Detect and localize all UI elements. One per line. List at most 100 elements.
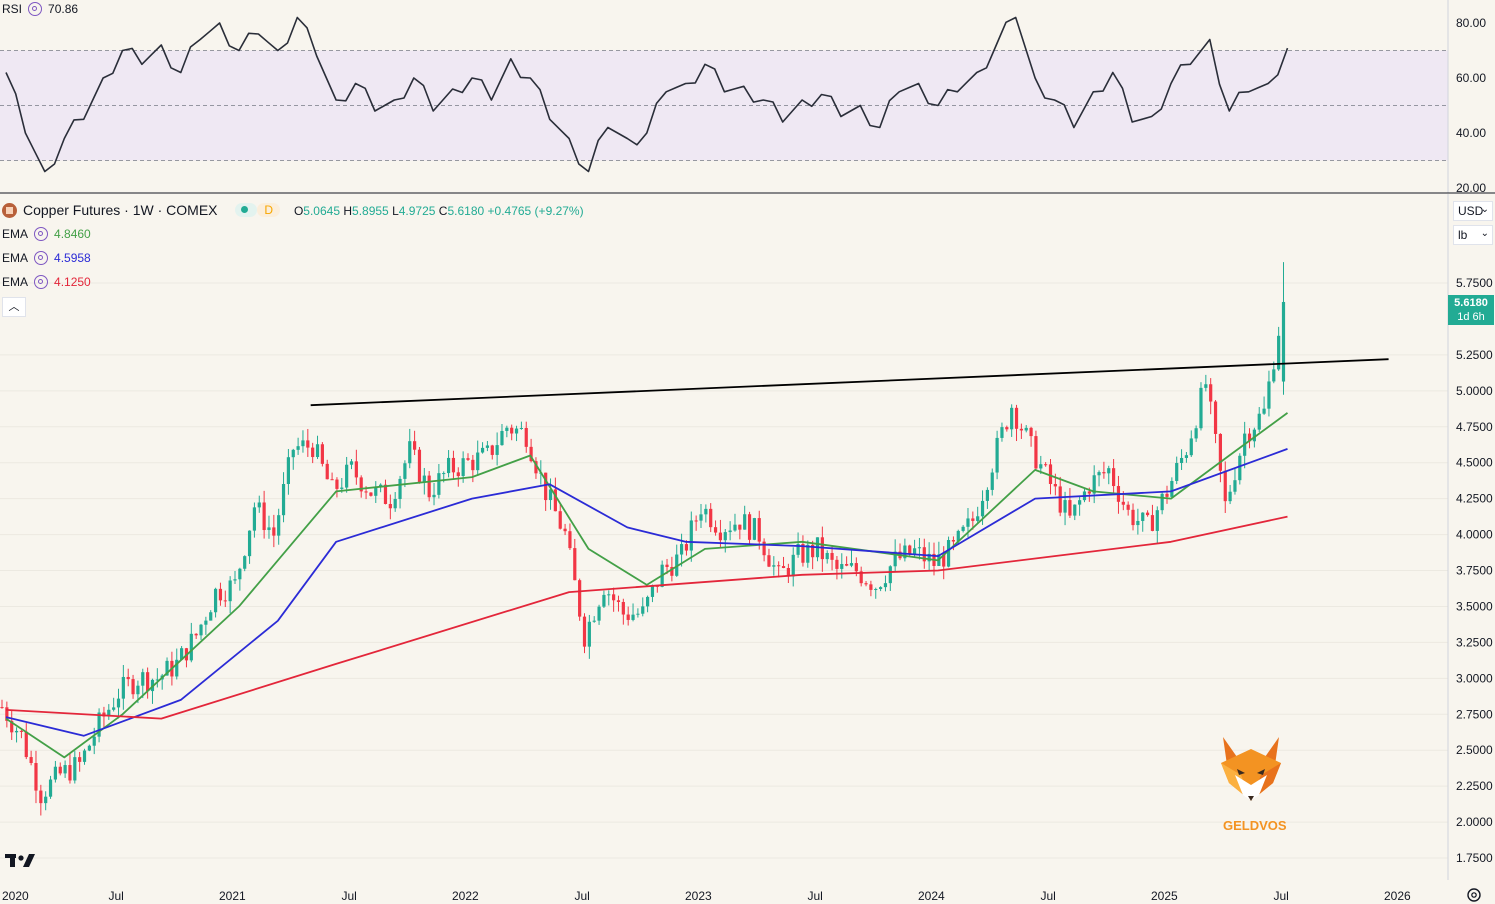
collapse-legend-chevron-up-icon[interactable]: ︿ (2, 297, 26, 317)
candle-body (437, 473, 441, 495)
candle-body (849, 563, 854, 566)
ema-line (5, 448, 1288, 737)
candle-body (835, 559, 839, 569)
trendline-layer[interactable] (310, 358, 1389, 407)
candle-body (825, 552, 829, 560)
unit-select[interactable]: lb ⌄ (1453, 225, 1493, 245)
ema-legend-2[interactable]: EMA 4.5958 (2, 251, 91, 265)
candle-body (1194, 428, 1198, 439)
ema-legend-3[interactable]: EMA 4.1250 (2, 275, 91, 289)
candle-body (354, 461, 358, 478)
candle-body (1121, 501, 1125, 505)
price-tick-label: 2.5000 (1456, 743, 1493, 757)
high-value: 5.8955 (352, 204, 389, 218)
candle-body (131, 679, 135, 695)
candle-body (806, 544, 810, 563)
candle-body (82, 750, 87, 762)
rsi-pane: 80.00 60.00 40.00 20.00 (0, 0, 1486, 195)
candle-body (58, 766, 62, 774)
rsi-label: RSI (2, 2, 23, 16)
candle-body (874, 589, 878, 591)
candle-body (791, 554, 795, 577)
candle-body (1228, 491, 1232, 502)
rsi-source-icon[interactable] (28, 2, 43, 16)
candle-body (48, 779, 53, 797)
tradingview-logo[interactable] (5, 854, 35, 867)
candle-body (1097, 472, 1101, 476)
candle-body (709, 508, 713, 528)
price-tick-label: 1.7500 (1456, 851, 1493, 865)
candle-body (675, 554, 679, 576)
time-tick-label: 2020 (2, 889, 29, 903)
market-status-badge[interactable] (235, 203, 258, 217)
candle-body (146, 672, 150, 692)
candle-body (558, 511, 562, 529)
candle-body (544, 472, 548, 501)
currency-select[interactable]: USD ⌄ (1453, 201, 1493, 221)
candle-body (175, 659, 179, 677)
candle-body (330, 479, 334, 481)
interval-badge[interactable]: D (257, 203, 281, 217)
time-tick-label: Jul (575, 889, 590, 903)
rsi-value: 70.86 (48, 2, 79, 16)
candle-body (320, 444, 324, 464)
resistance-trendline[interactable] (310, 358, 1389, 407)
candle-body (1209, 384, 1213, 402)
candle-body (650, 585, 655, 597)
close-label: C (438, 204, 448, 218)
price-tick-label: 3.5000 (1456, 599, 1493, 613)
candle-body (427, 475, 431, 498)
candle-body (1204, 384, 1208, 388)
candle-body (277, 515, 281, 536)
settings-gear-icon[interactable] (1467, 888, 1481, 902)
ema-source-icon[interactable] (34, 227, 49, 241)
candle-body (553, 489, 557, 512)
candle-body (92, 736, 96, 746)
candle-body (209, 612, 213, 621)
time-tick-label: Jul (342, 889, 357, 903)
candle-body (1058, 486, 1062, 513)
price-tick-label: 4.0000 (1456, 528, 1493, 542)
candle-body (951, 540, 956, 542)
candle-body (840, 564, 844, 569)
ema-value: 4.5958 (54, 251, 91, 265)
candle-body (349, 461, 354, 465)
candle-body (883, 583, 888, 588)
price-tick-label: 3.7500 (1456, 564, 1493, 578)
candle-body (141, 672, 145, 686)
ema-line (5, 515, 1288, 720)
candle-body (670, 566, 674, 576)
ema-legend-1[interactable]: EMA 4.8460 (2, 227, 91, 241)
candle-body (281, 484, 286, 516)
candle-body (364, 491, 368, 493)
time-axis[interactable]: 2020 Jul 2021 Jul 2022 Jul 2023 Jul 2024 Jul 2025 J… (2, 889, 1411, 903)
ohlc-values: O5.0645 H5.8955 L4.9725 C5.6180 +0.4765 … (294, 204, 584, 218)
candle-body (24, 731, 28, 758)
candle-body (578, 580, 582, 617)
candle-body (116, 698, 121, 708)
candle-body (990, 472, 994, 490)
candle-body (63, 765, 67, 774)
price-tick-label: 2.2500 (1456, 779, 1493, 793)
ema-source-icon[interactable] (34, 251, 49, 265)
candle-body (1179, 457, 1184, 463)
candle-body (213, 588, 218, 613)
candle-body (247, 530, 252, 557)
last-price-tag[interactable]: 5.6180 1d 6h (1448, 295, 1494, 325)
time-tick-label: 2022 (452, 889, 479, 903)
symbol-header[interactable]: Copper Futures · 1W · COMEX D O5.0645 H5… (2, 202, 584, 218)
rsi-legend[interactable]: RSI 70.86 (2, 2, 78, 16)
currency-value: USD (1458, 204, 1484, 218)
candle-body (985, 489, 989, 501)
candle-body (1170, 480, 1174, 497)
price-grid (0, 282, 1448, 859)
candle-body (87, 745, 91, 751)
candle-body (223, 600, 227, 602)
candle-body (393, 498, 397, 509)
candle-body (1000, 427, 1004, 438)
ema-source-icon[interactable] (34, 275, 49, 289)
price-axis[interactable]: 5.7500 5.2500 5.0000 4.7500 4.5000 4.2500 4.00… (1447, 194, 1493, 880)
candle-body (466, 458, 470, 460)
candle-body (442, 473, 446, 475)
